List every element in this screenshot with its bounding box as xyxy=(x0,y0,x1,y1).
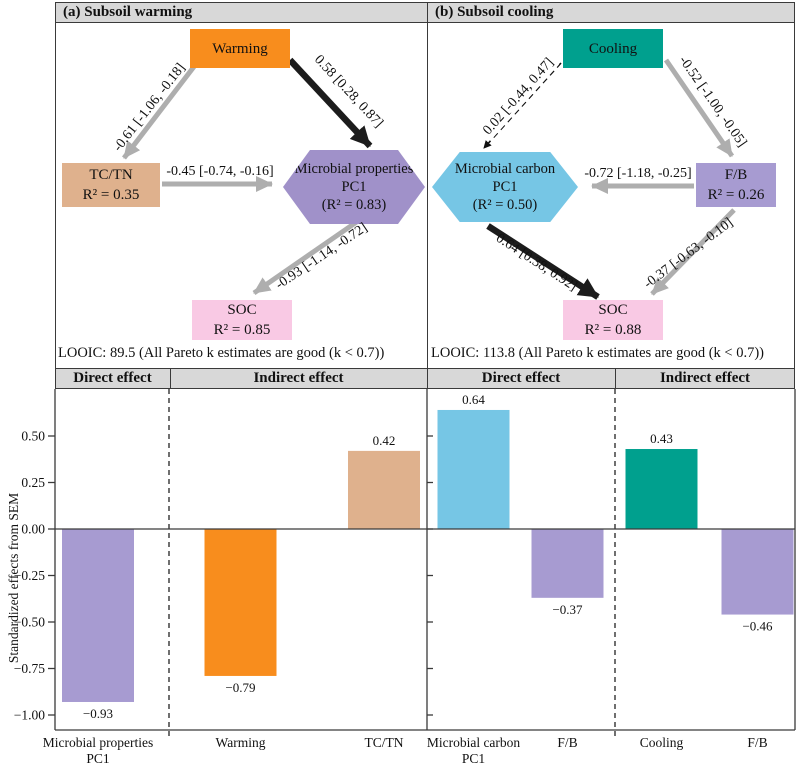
y-tick-label: 0.25 xyxy=(21,475,45,490)
bar-f-b xyxy=(721,529,794,615)
panel-b-title: (b) Subsoil cooling xyxy=(435,4,554,20)
category-label: Cooling xyxy=(640,735,684,750)
effect-header-divider-3 xyxy=(615,368,616,389)
header-direct-b: Direct effect xyxy=(481,370,561,386)
panel-a-title: (a) Subsoil warming xyxy=(63,4,193,20)
sem-arrows-canvas xyxy=(122,57,736,300)
category-label: Microbial properties xyxy=(43,735,154,750)
bar-value-label: −0.79 xyxy=(225,680,255,695)
node-tctn: TC/TN R² = 0.35 xyxy=(62,163,160,207)
bar-microbial-properties-pc1 xyxy=(62,529,134,702)
looic-b: LOOIC: 113.8 (All Pareto k estimates are… xyxy=(431,345,765,361)
panel-b-right-border xyxy=(794,23,795,368)
path-label-tctn-microbial: -0.45 [-0.74, -0.16] xyxy=(166,164,274,179)
bar-value-label: −0.46 xyxy=(742,619,773,634)
panel-divider-border xyxy=(427,23,428,368)
node-microbial-carbon: Microbial carbon PC1 (R² = 0.50) xyxy=(432,152,578,222)
header-indirect-b: Indirect effect xyxy=(659,370,751,386)
node-microbial-carbon-r2: (R² = 0.50) xyxy=(472,197,538,213)
arrow-cooling-to-microbial-dashed xyxy=(483,62,562,149)
node-fb-r2: R² = 0.26 xyxy=(707,187,765,203)
node-soc-b-label: SOC xyxy=(598,302,628,318)
arrow-warming-to-microbial xyxy=(287,57,373,149)
category-label: TC/TN xyxy=(365,735,404,750)
path-label-fb-microbial: -0.72 [-1.18, -0.25] xyxy=(584,166,692,181)
node-cooling-label: Cooling xyxy=(588,40,638,57)
node-soc-a: SOC R² = 0.85 xyxy=(192,300,292,340)
bar-value-label: −0.37 xyxy=(552,602,583,617)
bar-f-b xyxy=(531,529,604,598)
node-cooling: Cooling xyxy=(563,29,663,68)
node-microbial-carbon-line2: PC1 xyxy=(492,179,518,195)
effect-header-divider-1 xyxy=(170,368,171,389)
bar-value-label: 0.64 xyxy=(462,392,485,407)
effect-header-divider-2 xyxy=(427,368,428,389)
header-direct-a: Direct effect xyxy=(73,370,152,386)
arrow-cooling-to-fb xyxy=(663,58,735,158)
category-label: F/B xyxy=(557,735,577,750)
node-microbial-properties: Microbial properties PC1 (R² = 0.83) xyxy=(283,150,425,224)
y-tick-label: −1.00 xyxy=(14,708,45,723)
effect-header-band xyxy=(55,368,795,389)
looic-a: LOOIC: 89.5 (All Pareto k estimates are … xyxy=(58,345,385,361)
bar-value-label: 0.43 xyxy=(650,431,673,446)
bar-tc-tn xyxy=(348,450,420,529)
category-label: Microbial carbon xyxy=(427,735,521,750)
category-label: PC1 xyxy=(86,751,109,766)
panel-header-divider xyxy=(427,2,428,23)
bar-value-label: 0.42 xyxy=(373,433,396,448)
panel-a-left-border xyxy=(55,23,56,368)
node-warming-label: Warming xyxy=(212,40,268,57)
node-soc-b-r2: R² = 0.88 xyxy=(584,322,642,338)
arrow-microbial-to-soc-b xyxy=(486,223,600,300)
y-axis-title: Standardized effects from SEM xyxy=(6,492,21,664)
arrow-warming-to-tctn xyxy=(122,62,198,160)
bar-value-label: −0.93 xyxy=(83,706,113,721)
category-label: Warming xyxy=(216,735,266,750)
bar-warming xyxy=(204,529,277,676)
node-warming: Warming xyxy=(190,29,290,68)
y-tick-label: −0.50 xyxy=(14,615,45,630)
node-tctn-label: TC/TN xyxy=(89,167,133,183)
panel-header-band xyxy=(55,2,795,23)
y-tick-label: 0.00 xyxy=(21,522,45,537)
node-microbial-properties-line1: Microbial properties xyxy=(294,161,414,177)
bar-microbial-carbon-pc1 xyxy=(437,409,510,529)
category-label: PC1 xyxy=(462,751,485,766)
node-soc-b: SOC R² = 0.88 xyxy=(563,300,663,340)
node-microbial-properties-line2: PC1 xyxy=(341,179,367,195)
header-indirect-a: Indirect effect xyxy=(253,370,344,386)
node-soc-a-r2: R² = 0.85 xyxy=(213,322,271,338)
bar-cooling xyxy=(625,449,698,529)
arrow-fb-to-soc xyxy=(650,208,736,296)
node-microbial-properties-r2: (R² = 0.83) xyxy=(321,197,387,213)
y-tick-label: −0.25 xyxy=(14,568,45,583)
y-tick-label: 0.50 xyxy=(21,429,45,444)
node-soc-a-label: SOC xyxy=(227,302,257,318)
node-fb-label: F/B xyxy=(724,167,748,183)
arrow-microbial-to-soc-a xyxy=(252,218,360,296)
node-microbial-carbon-line1: Microbial carbon xyxy=(454,161,556,177)
node-fb: F/B R² = 0.26 xyxy=(696,163,776,207)
node-tctn-r2: R² = 0.35 xyxy=(82,187,140,203)
category-label: F/B xyxy=(747,735,767,750)
y-tick-label: −0.75 xyxy=(14,661,45,676)
